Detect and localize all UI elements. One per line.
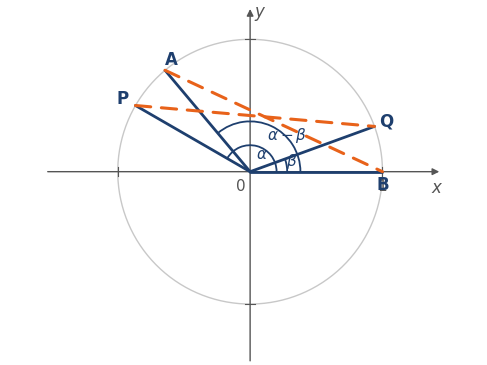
Text: $\beta$: $\beta$ [285, 152, 297, 171]
Text: B: B [376, 176, 389, 194]
Text: 1: 1 [378, 179, 387, 194]
Text: $\alpha$: $\alpha$ [256, 147, 268, 162]
Text: $\alpha - \beta$: $\alpha - \beta$ [267, 126, 307, 145]
Text: Q: Q [379, 112, 393, 130]
Text: y: y [254, 3, 264, 20]
Text: x: x [432, 178, 442, 197]
Text: 0: 0 [236, 179, 245, 194]
Text: A: A [165, 51, 178, 69]
Text: P: P [116, 90, 128, 108]
